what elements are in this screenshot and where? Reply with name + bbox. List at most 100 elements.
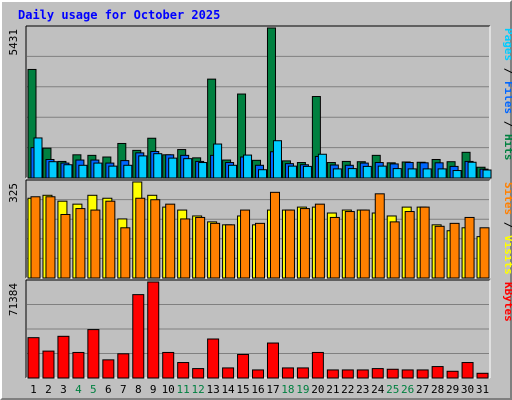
hits-bar-pages-day-8 (138, 155, 148, 179)
visits-legend-item: / (502, 215, 512, 235)
kbytes-bar-kbytes-day-2 (42, 350, 55, 379)
x-tick-day-30: 30 (461, 383, 474, 396)
hits-legend-item: Files (502, 81, 512, 114)
visits-bar-sites-day-30 (464, 216, 475, 279)
hits-bar-pages-day-18 (287, 165, 297, 179)
hits-bar-pages-day-20 (317, 153, 327, 179)
kbytes-bar-kbytes-day-7 (117, 353, 130, 379)
kbytes-bar-kbytes-day-9 (147, 281, 160, 379)
hits-bar-pages-day-27 (422, 168, 432, 179)
visits-bar-sites-day-31 (479, 227, 490, 279)
hits-bar-pages-day-21 (332, 168, 342, 179)
kbytes-bar-kbytes-day-27 (416, 369, 429, 379)
x-tick-day-27: 27 (416, 383, 429, 396)
visits-bar-sites-day-4 (75, 208, 86, 279)
x-tick-day-19: 19 (296, 383, 309, 396)
x-tick-day-7: 7 (120, 383, 127, 396)
x-tick-day-12: 12 (192, 383, 205, 396)
x-tick-day-8: 8 (135, 383, 142, 396)
hits-bar-pages-day-24 (377, 165, 387, 179)
kbytes-bar-kbytes-day-8 (132, 294, 145, 379)
kbytes-bar-kbytes-day-15 (237, 353, 250, 379)
hits-bar-pages-day-4 (78, 164, 88, 179)
x-tick-day-20: 20 (311, 383, 324, 396)
kbytes-bar-kbytes-day-24 (371, 368, 384, 379)
hits-bar-pages-day-12 (198, 162, 208, 179)
hits-legend: Pages / Files / Hits (502, 28, 512, 161)
x-tick-day-28: 28 (431, 383, 444, 396)
visits-bar-sites-day-9 (150, 199, 161, 279)
kbytes-bar-kbytes-day-4 (72, 351, 85, 379)
hits-bar-pages-day-5 (93, 162, 103, 179)
hits-bar-pages-day-17 (272, 140, 282, 179)
visits-bar-sites-day-24 (374, 193, 385, 279)
visits-bar-sites-day-5 (90, 209, 101, 279)
hits-bar-pages-day-6 (108, 165, 118, 179)
hits-bar-pages-day-25 (392, 168, 402, 179)
hits-bar-pages-day-7 (123, 164, 133, 179)
x-tick-day-23: 23 (356, 383, 369, 396)
x-tick-day-6: 6 (105, 383, 112, 396)
kbytes-bar-kbytes-day-1 (27, 337, 40, 379)
kbytes-bar-kbytes-day-28 (431, 366, 444, 379)
kbytes-legend: KBytes (502, 282, 512, 322)
x-tick-day-11: 11 (177, 383, 190, 396)
visits-bar-sites-day-15 (240, 209, 251, 279)
kbytes-bar-kbytes-day-13 (207, 338, 220, 379)
visits-bar-sites-day-28 (434, 225, 445, 279)
visits-bar-sites-day-19 (299, 208, 310, 279)
kbytes-bar-kbytes-day-20 (311, 351, 324, 379)
hits-bar-pages-day-30 (467, 161, 477, 179)
x-tick-day-29: 29 (446, 383, 459, 396)
visits-bar-sites-day-12 (195, 216, 206, 279)
hits-bar-pages-day-13 (213, 143, 223, 179)
hits-plot-bg (26, 26, 490, 178)
hits-max-label: 5431 (7, 29, 20, 56)
hits-bar-pages-day-29 (452, 170, 462, 179)
hits-legend-item: Hits (502, 134, 512, 161)
kbytes-bar-kbytes-day-19 (296, 367, 309, 379)
visits-legend-item: Visits (502, 235, 512, 275)
hits-legend-item: / (502, 114, 512, 134)
kbytes-bar-kbytes-day-5 (87, 329, 100, 379)
visits-bar-sites-day-27 (419, 206, 430, 279)
kbytes-bar-kbytes-day-3 (57, 335, 70, 379)
kbytes-bar-kbytes-day-6 (102, 359, 115, 379)
x-tick-day-2: 2 (45, 383, 52, 396)
x-tick-day-5: 5 (90, 383, 97, 396)
kbytes-bar-kbytes-day-22 (341, 369, 354, 379)
x-tick-day-24: 24 (371, 383, 385, 396)
visits-bar-sites-day-10 (165, 203, 176, 279)
x-tick-day-14: 14 (221, 383, 235, 396)
x-tick-day-26: 26 (401, 383, 414, 396)
kbytes-bar-kbytes-day-26 (401, 369, 414, 379)
kbytes-legend-item: KBytes (502, 282, 512, 322)
hits-bar-pages-day-22 (347, 168, 357, 179)
kbytes-bar-kbytes-day-21 (326, 369, 339, 379)
visits-bar-sites-day-14 (225, 224, 236, 279)
visits-bar-sites-day-2 (45, 196, 56, 279)
kbytes-bar-kbytes-day-25 (386, 368, 399, 379)
hits-bar-pages-day-23 (362, 165, 372, 179)
kbytes-bar-kbytes-day-18 (281, 367, 294, 379)
x-tick-day-16: 16 (251, 383, 264, 396)
hits-bar-pages-day-28 (437, 168, 447, 179)
kbytes-bar-kbytes-day-11 (177, 362, 190, 379)
x-tick-day-13: 13 (206, 383, 219, 396)
hits-bar-pages-day-14 (228, 164, 238, 179)
visits-bar-sites-day-26 (404, 211, 415, 279)
visits-bar-sites-day-25 (389, 221, 400, 279)
x-tick-day-18: 18 (281, 383, 294, 396)
visits-bar-sites-day-3 (60, 213, 71, 279)
hits-bar-pages-day-26 (407, 168, 417, 179)
hits-bar-pages-day-31 (482, 169, 492, 179)
visits-bar-sites-day-23 (359, 209, 370, 279)
visits-bar-sites-day-8 (135, 197, 146, 279)
visits-bar-sites-day-11 (180, 218, 191, 279)
hits-legend-item: Pages (502, 28, 512, 61)
hits-bar-pages-day-1 (33, 137, 43, 179)
x-tick-day-31: 31 (476, 383, 489, 396)
x-tick-day-4: 4 (75, 383, 82, 396)
hits-bar-pages-day-15 (243, 154, 253, 179)
